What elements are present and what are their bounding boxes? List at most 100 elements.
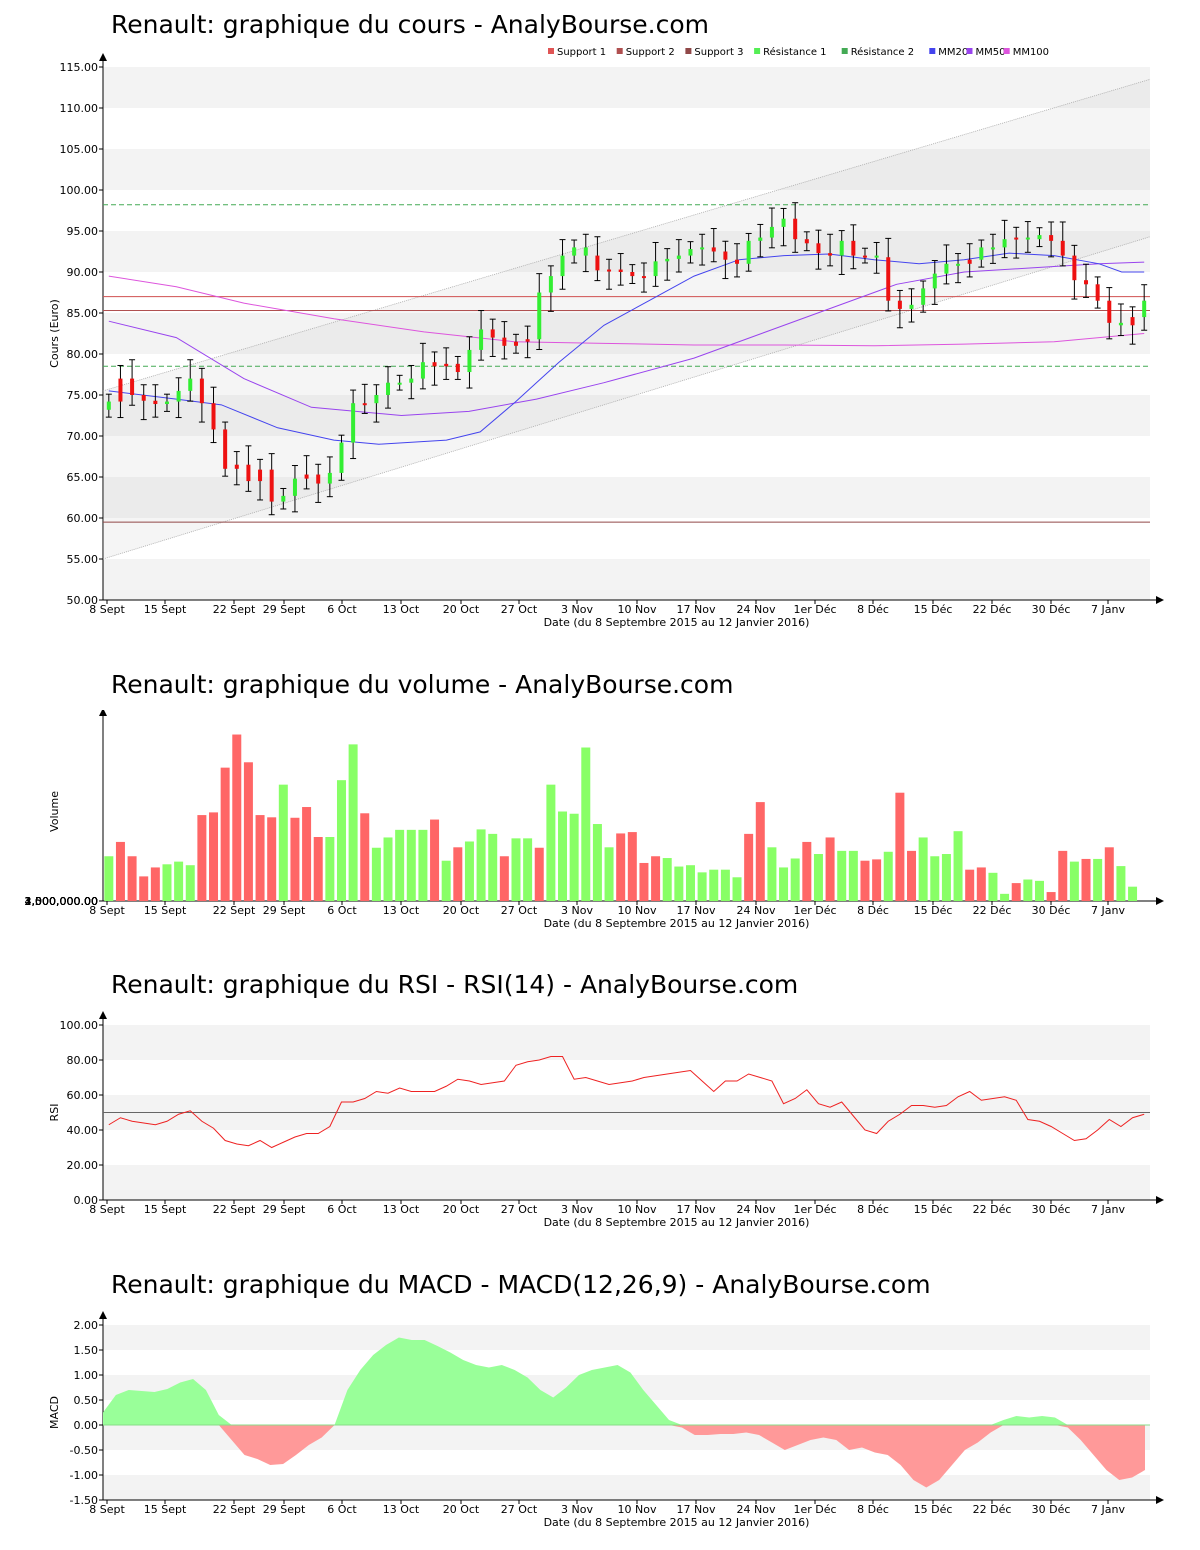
candle-up [572,247,577,256]
legend-label: Support 1 [557,47,606,58]
x-axis-arrow [1156,897,1164,905]
y-tick-label: 110.00 [60,102,99,115]
candle-down [793,218,798,240]
macd-negative-area [103,1425,1145,1488]
candle-up [164,401,169,405]
candle-down [1049,235,1054,241]
volume-bar-up [569,813,579,901]
volume-bar-up [336,780,346,901]
volume-bar-up [918,837,928,901]
volume-bar-up [767,847,777,901]
volume-bar-up [511,838,521,901]
volume-bar-up [476,829,486,901]
x-tick-label: 15 Sept [144,1203,187,1216]
candle-down [723,251,728,260]
x-tick-label: 29 Sept [263,1203,306,1216]
candle-up [548,276,553,293]
volume-bar-down [290,817,300,901]
volume-bar-up [1116,866,1126,901]
volume-bar-down [755,802,765,901]
volume-bar-down [139,876,149,901]
volume-bar-down [243,762,253,901]
candle-up [746,240,751,264]
volume-bar-up [709,869,719,901]
candle-up [769,226,774,238]
volume-bar-up [441,860,451,901]
x-tick-label: 8 Déc [857,603,889,616]
volume-bar-up [325,837,335,901]
candle-down [607,269,612,272]
candle-up [874,255,879,258]
y-tick-label: 60.00 [67,512,99,525]
macd-chart: -1.50 -1.00 -0.50 0.00 0.50 1.00 1.50 2.00 8 Sep… [48,1311,1164,1529]
x-tick-label: 8 Sept [89,603,125,616]
x-tick-label: 29 Sept [263,1503,306,1516]
x-tick-label: 22 Déc [973,1503,1012,1516]
candle-up [420,362,425,379]
x-axis-arrow [1156,596,1164,604]
x-tick-label: 8 Sept [89,1503,125,1516]
volume-bar-up [837,850,847,901]
candle-up [351,403,356,443]
volume-bar-up [813,854,823,901]
x-tick-label: 10 Nov [618,904,657,917]
volume-bar-down [534,847,544,901]
candle-up [188,378,193,391]
x-tick-label: 22 Déc [973,904,1012,917]
x-tick-label: 22 Déc [973,1203,1012,1216]
volume-bar-up [604,847,614,901]
legend-label: Résistance 1 [763,46,826,58]
candle-down [641,276,646,279]
x-tick-label: 29 Sept [263,603,306,616]
volume-bar-up [848,850,858,901]
candle-down [118,378,123,402]
y-axis-label: Cours (Euro) [48,299,61,368]
y-tick-label: 65.00 [67,471,99,484]
x-tick-label: 13 Oct [383,904,420,917]
volume-bar-up [941,854,951,901]
y-tick-label: 100.00 [60,184,99,197]
volume-bar-up [278,784,288,901]
volume-bar-up [348,744,358,901]
y-axis-arrow [99,710,107,716]
volume-bar-down [639,862,649,901]
volume-bar-up [1128,886,1138,901]
candle-down [525,339,530,342]
y-tick-label: -1.50 [70,1494,98,1507]
legend-swatch [966,48,973,54]
x-tick-label: 13 Oct [383,603,420,616]
candle-down [304,474,309,479]
volume-bar-up [697,872,707,901]
candle-up [281,495,286,502]
candle-down [513,341,518,346]
x-tick-label: 22 Sept [213,1203,256,1216]
volume-bar-up [779,867,789,901]
volume-bar-down [209,812,219,901]
y-tick-label: 70.00 [67,430,99,443]
x-axis-label: Date (du 8 Septembre 2015 au 12 Janvier … [544,1216,810,1229]
candle-down [630,272,635,277]
y-tick-label: 0.00 [74,1419,99,1432]
x-tick-label: 15 Déc [914,904,953,917]
legend-label: Support 2 [626,47,675,58]
y-tick-label: 60.00 [67,1089,99,1102]
volume-bar-up [523,838,533,901]
legend-label: Résistance 2 [851,46,914,58]
rsi-chart-title: Renault: graphique du RSI - RSI(14) - An… [111,970,799,999]
y-tick-label: 80.00 [67,1054,99,1067]
x-tick-label: 15 Sept [144,904,187,917]
volume-chart: 0.00500,000.001,000,000.001,500,000.002,… [25,710,1164,930]
volume-bar-up [732,877,742,901]
candle-up [583,247,588,256]
x-tick-label: 8 Sept [89,904,125,917]
grid-band [103,395,1150,436]
x-tick-label: 15 Sept [144,1503,187,1516]
volume-bar-up [592,824,602,901]
y-tick-label: 2.00 [74,1319,99,1332]
x-tick-label: 20 Oct [443,603,480,616]
x-tick-label: 15 Déc [914,603,953,616]
volume-bar-up [662,858,672,901]
legend-swatch [616,48,623,54]
x-tick-label: 8 Déc [857,904,889,917]
volume-bar-up [162,864,172,901]
